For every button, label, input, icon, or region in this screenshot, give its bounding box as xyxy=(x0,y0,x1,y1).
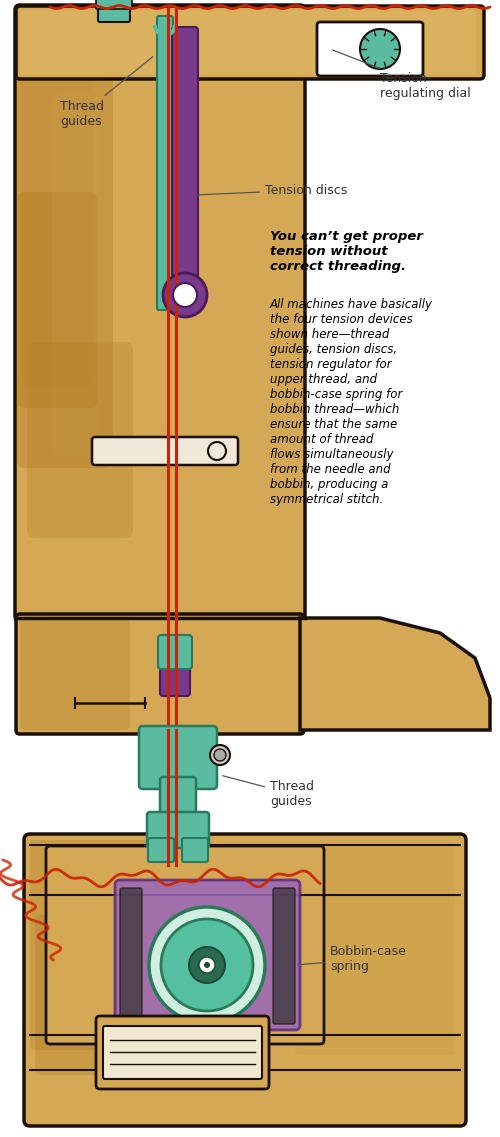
FancyBboxPatch shape xyxy=(172,27,198,293)
FancyBboxPatch shape xyxy=(22,72,93,388)
FancyBboxPatch shape xyxy=(27,342,133,538)
FancyBboxPatch shape xyxy=(24,835,466,1126)
FancyBboxPatch shape xyxy=(46,846,324,1044)
FancyBboxPatch shape xyxy=(15,5,305,620)
FancyBboxPatch shape xyxy=(160,777,196,823)
FancyBboxPatch shape xyxy=(20,619,130,730)
FancyBboxPatch shape xyxy=(295,845,455,1055)
Circle shape xyxy=(173,283,197,307)
FancyBboxPatch shape xyxy=(98,0,130,22)
FancyBboxPatch shape xyxy=(20,10,476,75)
FancyBboxPatch shape xyxy=(182,838,208,862)
FancyBboxPatch shape xyxy=(147,812,209,848)
FancyBboxPatch shape xyxy=(16,614,304,735)
FancyBboxPatch shape xyxy=(115,880,300,1030)
FancyBboxPatch shape xyxy=(35,915,125,1074)
FancyBboxPatch shape xyxy=(16,6,484,78)
Circle shape xyxy=(199,957,215,973)
FancyBboxPatch shape xyxy=(120,888,142,1024)
Circle shape xyxy=(360,30,400,69)
FancyBboxPatch shape xyxy=(157,16,173,310)
FancyBboxPatch shape xyxy=(160,634,190,696)
FancyBboxPatch shape xyxy=(317,22,423,76)
FancyBboxPatch shape xyxy=(52,92,98,458)
FancyBboxPatch shape xyxy=(273,888,295,1024)
Text: Tension-
regulating dial: Tension- regulating dial xyxy=(332,50,471,100)
FancyBboxPatch shape xyxy=(17,192,98,408)
Circle shape xyxy=(208,442,226,460)
Circle shape xyxy=(163,273,207,317)
Text: You can’t get proper
tension without
correct threading.: You can’t get proper tension without cor… xyxy=(270,230,423,273)
FancyBboxPatch shape xyxy=(148,838,174,862)
FancyBboxPatch shape xyxy=(139,727,217,789)
Text: All machines have basically
the four tension devices
shown here—thread
guides, t: All machines have basically the four ten… xyxy=(270,298,433,506)
Circle shape xyxy=(214,749,226,761)
Text: Bobbin-case
spring: Bobbin-case spring xyxy=(298,945,407,973)
Circle shape xyxy=(149,907,265,1023)
Circle shape xyxy=(210,745,230,765)
FancyBboxPatch shape xyxy=(92,437,238,465)
Text: Thread
guides: Thread guides xyxy=(60,57,153,128)
FancyBboxPatch shape xyxy=(17,52,113,468)
FancyBboxPatch shape xyxy=(96,1016,269,1089)
Circle shape xyxy=(189,947,225,984)
Text: Tension discs: Tension discs xyxy=(198,183,347,197)
FancyBboxPatch shape xyxy=(158,634,192,669)
Circle shape xyxy=(204,962,210,968)
FancyBboxPatch shape xyxy=(96,0,132,9)
Polygon shape xyxy=(300,619,490,730)
FancyBboxPatch shape xyxy=(103,1026,262,1079)
Circle shape xyxy=(161,919,253,1011)
FancyBboxPatch shape xyxy=(30,840,190,1049)
FancyBboxPatch shape xyxy=(315,985,445,1095)
Text: Thread
guides: Thread guides xyxy=(222,775,314,808)
